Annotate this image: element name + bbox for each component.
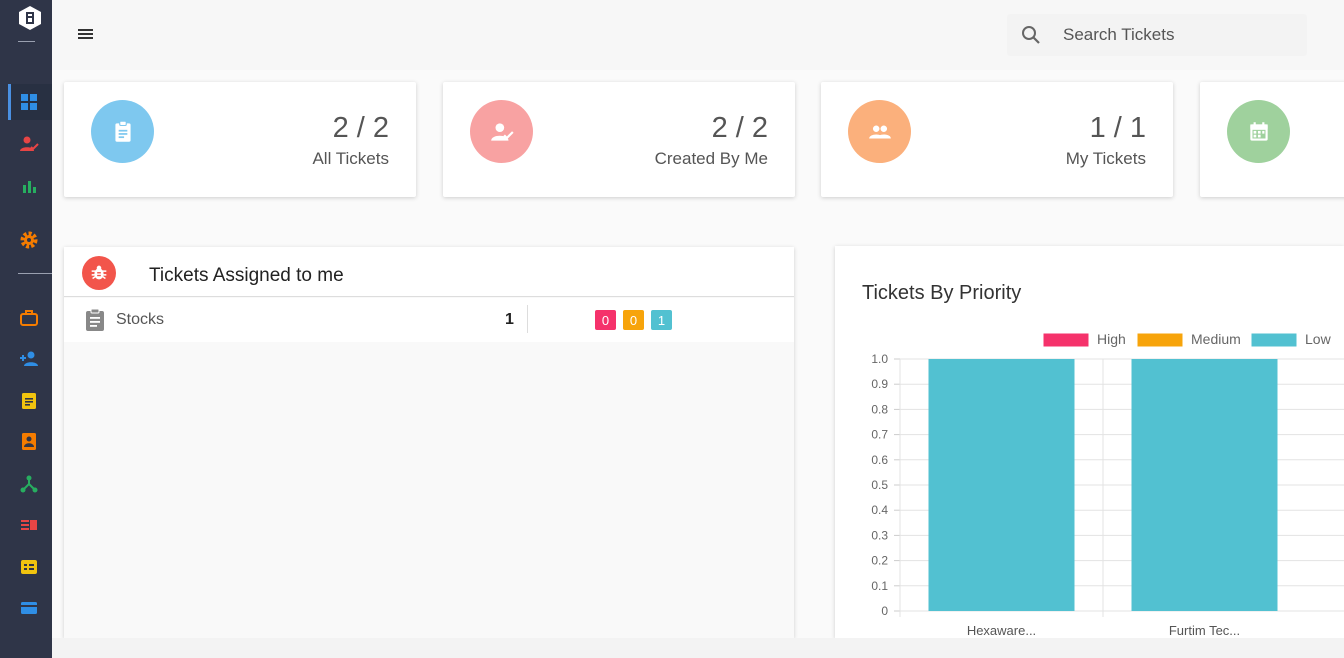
panel-title: Tickets Assigned to me [149,265,344,286]
sidebar-active-indicator [8,84,52,120]
search-icon[interactable] [1019,23,1043,47]
bug-icon [82,256,116,290]
card-icon[interactable] [18,597,40,619]
stat-card-all-tickets[interactable]: 2 / 2 All Tickets [64,82,416,197]
stat-card-my-tickets[interactable]: 1 / 1 My Tickets [821,82,1173,197]
legend-swatch [1136,332,1184,348]
briefcase-icon[interactable] [18,307,40,329]
project-name[interactable]: Stocks [116,311,165,328]
clipboard-icon [84,308,106,332]
search-box [1007,14,1307,56]
search-input[interactable] [1063,22,1293,48]
calendar-icon [1227,100,1290,163]
sidebar-divider [18,41,35,42]
y-tick-label: 0.7 [871,428,888,442]
medium-priority-badge: 0 [623,310,644,330]
card-label: My Tickets [1065,149,1146,168]
add-user-icon[interactable] [18,348,40,370]
bar-low [1131,359,1278,611]
sidebar [0,0,52,658]
priority-bar-chart: 1.0 0.9 0.8 0.7 0.6 0.5 0.4 0.3 0.2 0.1 0 Hexaware.… [871,331,1344,638]
top-bar [52,0,1344,70]
group-icon [848,100,911,163]
panel-header: Tickets Assigned to me [64,247,794,297]
hamburger-menu-icon[interactable] [76,24,96,44]
legend-swatch [1042,332,1090,348]
list-icon[interactable] [18,514,40,536]
assigned-tickets-panel: Tickets Assigned to me Stocks 1 0 0 1 [64,247,794,638]
legend-label: Low [1305,331,1332,347]
y-tick-label: 0.5 [871,478,888,492]
high-priority-badge: 0 [595,310,616,330]
clipboard-icon [91,100,154,163]
y-tick-label: 0.3 [871,528,888,542]
assignment-icon[interactable] [18,389,40,411]
y-tick-label: 0 [881,604,888,618]
sidebar-divider [18,273,52,274]
low-priority-badge: 1 [651,310,672,330]
x-tick-label: Furtim Tec... [1169,623,1240,638]
y-tick-label: 0.4 [871,503,888,517]
y-tick-label: 0.2 [871,554,888,568]
bottom-strip [52,638,1344,658]
card-count: 2 / 2 [711,112,768,144]
legend-label: High [1097,331,1126,347]
card-count: 1 / 1 [1089,112,1146,144]
app-logo-icon[interactable] [17,5,43,31]
legend-label: Medium [1191,331,1241,347]
chart-title: Tickets By Priority [862,282,1022,304]
y-tick-label: 0.8 [871,402,888,416]
bar-chart-icon[interactable] [18,175,40,197]
legend-swatch [1250,332,1298,348]
stat-card-created-by-me[interactable]: 2 / 2 Created By Me [443,82,795,197]
ticket-count: 1 [505,311,514,328]
dashboard-icon[interactable] [18,91,40,113]
checklist-icon[interactable] [18,556,40,578]
card-label: Created By Me [654,149,768,168]
card-count: 2 / 2 [332,112,389,144]
user-check-icon [470,100,533,163]
y-tick-label: 0.6 [871,453,888,467]
hierarchy-icon[interactable] [18,473,40,495]
table-row[interactable]: Stocks 1 0 0 1 [64,298,794,342]
x-tick-label: Hexaware... [967,623,1036,638]
y-tick-label: 1.0 [871,352,888,366]
y-tick-label: 0.1 [871,579,888,593]
card-label: All Tickets [312,149,389,168]
y-tick-label: 0.9 [871,377,888,391]
assigned-user-icon[interactable] [18,133,40,155]
tickets-by-priority-panel: Tickets By Priority 1.0 0.9 0.8 0.7 0.6 0.5 0.… [835,246,1344,638]
settings-icon[interactable] [18,229,40,251]
bar-low [928,359,1075,611]
contact-icon[interactable] [18,430,40,452]
column-divider [527,305,528,333]
stat-card-calendar[interactable] [1200,82,1344,197]
